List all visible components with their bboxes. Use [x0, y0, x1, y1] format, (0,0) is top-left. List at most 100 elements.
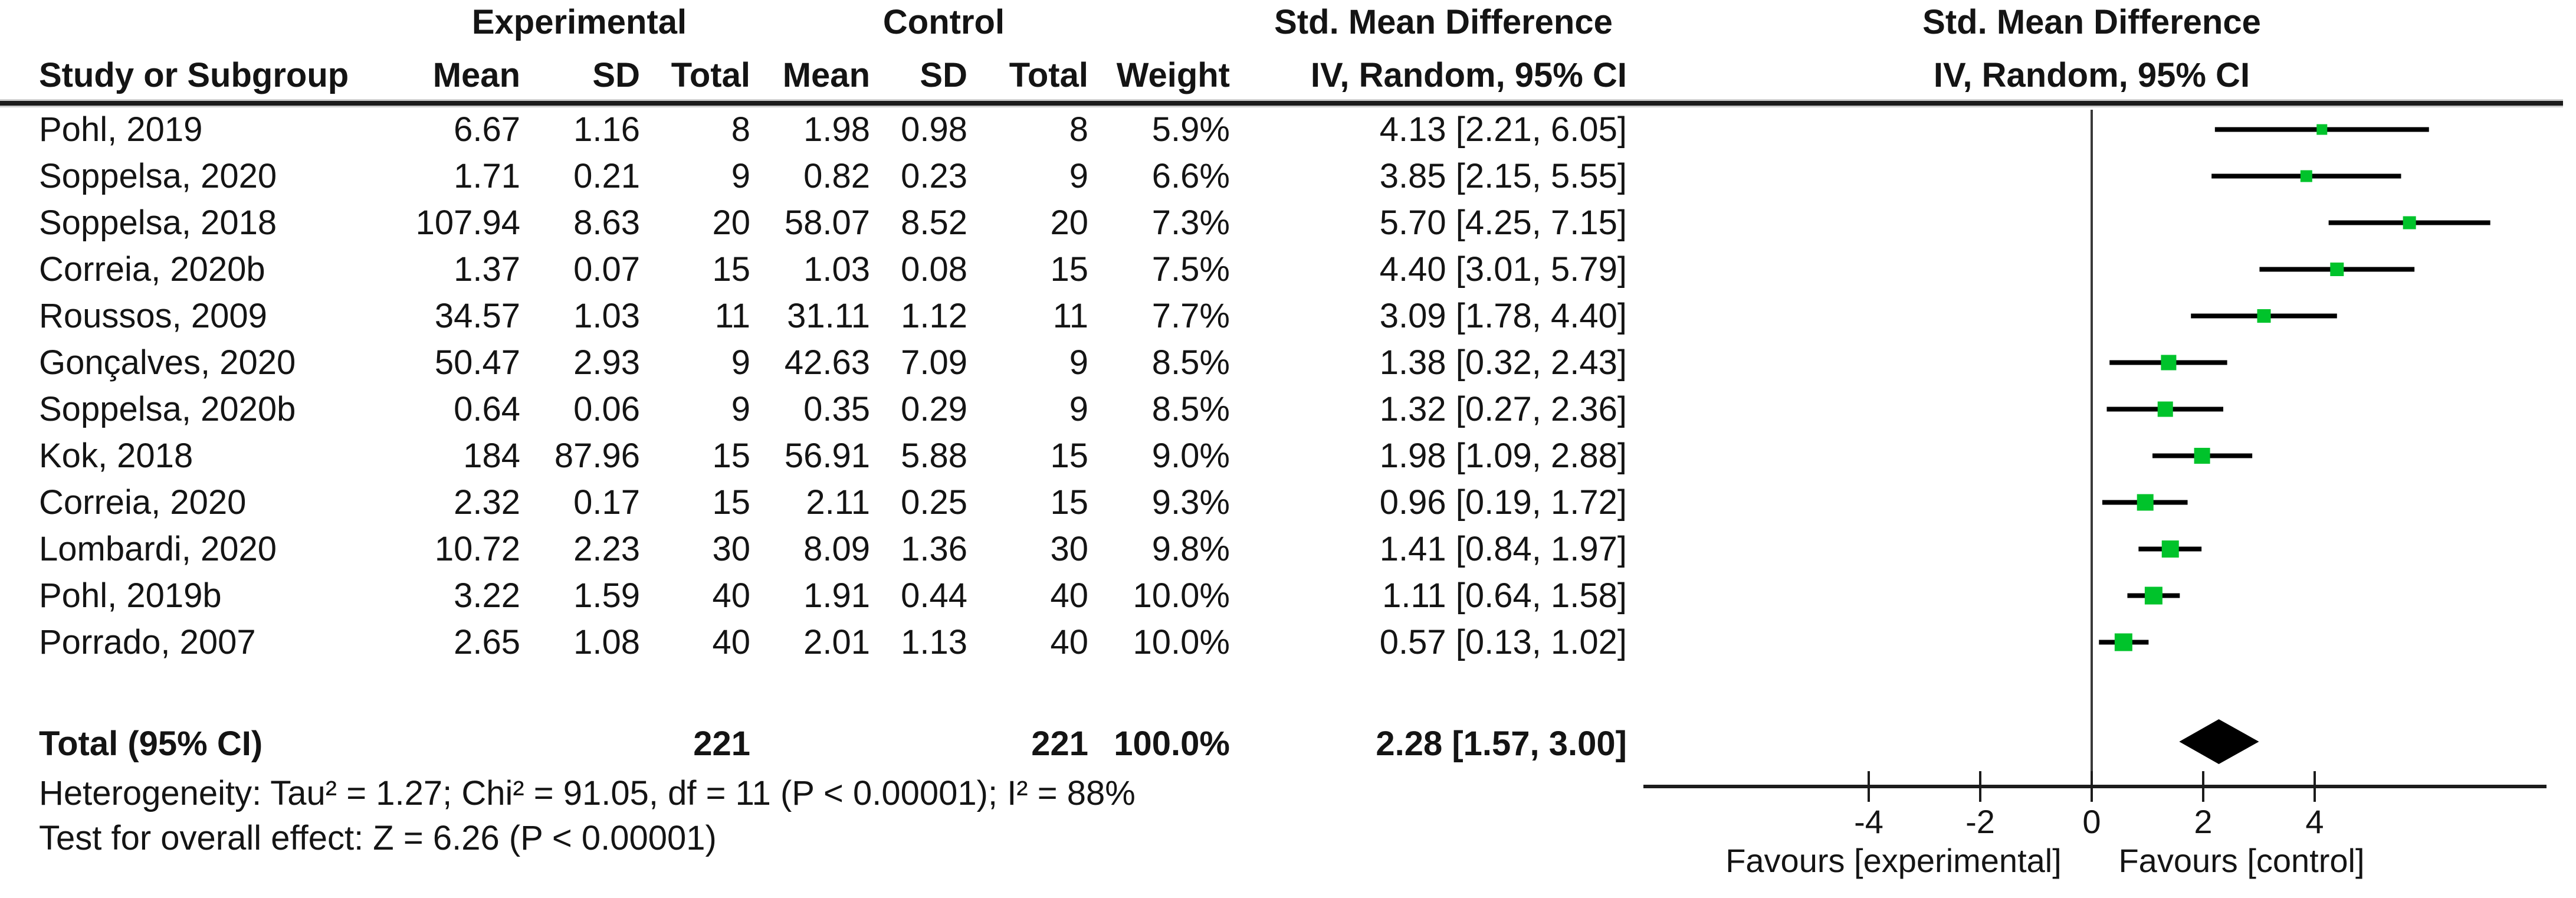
- total-weight: 100.0%: [1114, 725, 1230, 763]
- study-row: Correia, 2020b 1.37 0.07 15 1.03 0.08 15 7.5% 4.…: [0, 246, 2576, 293]
- study-row: Soppelsa, 2018 107.94 8.63 20 58.07 8.52 20 7.3…: [0, 199, 2576, 246]
- study-n-c: 9: [1069, 157, 1088, 195]
- study-mean-e: 2.65: [454, 623, 520, 661]
- plot-header-ci: IV, Random, 95% CI: [1933, 56, 2250, 94]
- study-sd-c: 0.25: [901, 483, 967, 522]
- study-ci-text: 1.11 [0.64, 1.58]: [1382, 576, 1627, 615]
- axis-tick: [2314, 771, 2316, 802]
- study-n-c: 15: [1050, 437, 1088, 475]
- col-header-total-exp: Total: [671, 56, 750, 94]
- study-mean-e: 6.67: [454, 110, 520, 149]
- study-n-e: 40: [712, 576, 750, 615]
- heterogeneity-text: Heterogeneity: Tau² = 1.27; Chi² = 91.05…: [39, 774, 1136, 812]
- study-mean-c: 42.63: [784, 343, 870, 382]
- study-weight: 8.5%: [1151, 390, 1230, 428]
- total-exp-n: 221: [693, 725, 750, 763]
- axis-tick: [1979, 771, 1981, 802]
- col-header-study: Study or Subgroup: [39, 56, 349, 94]
- study-row: Pohl, 2019 6.67 1.16 8 1.98 0.98 8 5.9% 4.13 [2.…: [0, 106, 2576, 153]
- study-sd-e: 1.59: [573, 576, 640, 615]
- study-mean-e: 50.47: [434, 343, 520, 382]
- study-sd-e: 2.23: [573, 530, 640, 568]
- study-sd-c: 0.23: [901, 157, 967, 195]
- study-sd-e: 87.96: [554, 437, 640, 475]
- study-mean-c: 0.82: [803, 157, 870, 195]
- study-row: Soppelsa, 2020b 0.64 0.06 9 0.35 0.29 9 8.5% 1.3…: [0, 386, 2576, 432]
- study-sd-e: 2.93: [573, 343, 640, 382]
- favours-right-label: Favours [control]: [2118, 842, 2364, 879]
- study-n-c: 40: [1050, 576, 1088, 615]
- study-name: Kok, 2018: [39, 437, 193, 475]
- study-mean-c: 2.11: [806, 483, 870, 522]
- study-row: Porrado, 2007 2.65 1.08 40 2.01 1.13 40 10.0% 0.…: [0, 619, 2576, 666]
- study-sd-e: 1.03: [573, 297, 640, 335]
- study-ci-text: 4.13 [2.21, 6.05]: [1379, 110, 1627, 149]
- col-header-mean-exp: Mean: [432, 56, 520, 94]
- study-row: Correia, 2020 2.32 0.17 15 2.11 0.25 15 9.3% 0.9…: [0, 479, 2576, 526]
- study-mean-c: 8.09: [803, 530, 870, 568]
- study-mean-c: 1.03: [803, 250, 870, 289]
- study-weight: 9.8%: [1151, 530, 1230, 568]
- col-header-weight: Weight: [1116, 56, 1230, 94]
- study-sd-e: 8.63: [573, 204, 640, 242]
- total-ctl-n: 221: [1031, 725, 1088, 763]
- study-name: Pohl, 2019b: [39, 576, 222, 615]
- study-mean-c: 31.11: [787, 297, 870, 335]
- study-name: Roussos, 2009: [39, 297, 267, 335]
- study-sd-c: 0.98: [901, 110, 967, 149]
- study-n-e: 8: [731, 110, 750, 149]
- col-header-mean-ctl: Mean: [782, 56, 870, 94]
- study-n-c: 40: [1050, 623, 1088, 661]
- tick-label: -4: [1854, 803, 1883, 840]
- col-header-ci: IV, Random, 95% CI: [1310, 56, 1627, 94]
- study-n-e: 15: [712, 437, 750, 475]
- tick-label: 2: [2194, 803, 2212, 840]
- study-mean-e: 0.64: [454, 390, 520, 428]
- study-name: Gonçalves, 2020: [39, 343, 296, 382]
- study-mean-c: 56.91: [784, 437, 870, 475]
- tick-label: -2: [1965, 803, 1995, 840]
- study-mean-c: 1.91: [803, 576, 870, 615]
- study-n-e: 9: [731, 390, 750, 428]
- study-name: Soppelsa, 2020b: [39, 390, 296, 428]
- study-ci-text: 1.32 [0.27, 2.36]: [1379, 390, 1627, 428]
- col-header-sd-ctl: SD: [920, 56, 967, 94]
- study-row: Roussos, 2009 34.57 1.03 11 31.11 1.12 11 7.7% 3…: [0, 293, 2576, 339]
- study-mean-c: 2.01: [803, 623, 870, 661]
- study-sd-c: 1.36: [901, 530, 967, 568]
- study-weight: 9.3%: [1151, 483, 1230, 522]
- study-name: Soppelsa, 2020: [39, 157, 277, 195]
- study-ci-text: 4.40 [3.01, 5.79]: [1379, 250, 1627, 289]
- study-mean-e: 34.57: [434, 297, 520, 335]
- study-name: Soppelsa, 2018: [39, 204, 277, 242]
- group-header-control: Control: [882, 3, 1005, 41]
- study-weight: 8.5%: [1151, 343, 1230, 382]
- study-row: Soppelsa, 2020 1.71 0.21 9 0.82 0.23 9 6.6% 3.85…: [0, 153, 2576, 199]
- study-n-e: 15: [712, 483, 750, 522]
- study-mean-c: 1.98: [803, 110, 870, 149]
- study-sd-c: 0.29: [901, 390, 967, 428]
- study-n-e: 40: [712, 623, 750, 661]
- study-weight: 7.3%: [1151, 204, 1230, 242]
- study-row: Gonçalves, 2020 50.47 2.93 9 42.63 7.09 9 8.5% 1…: [0, 339, 2576, 386]
- favours-left-label: Favours [experimental]: [1725, 842, 2062, 879]
- study-name: Pohl, 2019: [39, 110, 203, 149]
- study-n-c: 15: [1050, 483, 1088, 522]
- study-sd-c: 1.12: [901, 297, 967, 335]
- study-n-e: 15: [712, 250, 750, 289]
- axis-tick: [1868, 771, 1870, 802]
- study-n-c: 9: [1069, 390, 1088, 428]
- study-name: Correia, 2020b: [39, 250, 265, 289]
- study-sd-e: 1.08: [573, 623, 640, 661]
- study-name: Correia, 2020: [39, 483, 247, 522]
- study-sd-e: 0.07: [573, 250, 640, 289]
- study-sd-c: 0.44: [901, 576, 967, 615]
- study-mean-c: 0.35: [803, 390, 870, 428]
- group-header-smd: Std. Mean Difference: [1274, 3, 1613, 41]
- study-mean-e: 1.37: [454, 250, 520, 289]
- study-ci-text: 3.09 [1.78, 4.40]: [1379, 297, 1627, 335]
- header-divider: [0, 99, 2563, 107]
- study-n-c: 20: [1050, 204, 1088, 242]
- group-header-experimental: Experimental: [471, 3, 687, 41]
- axis-tick: [2202, 771, 2204, 802]
